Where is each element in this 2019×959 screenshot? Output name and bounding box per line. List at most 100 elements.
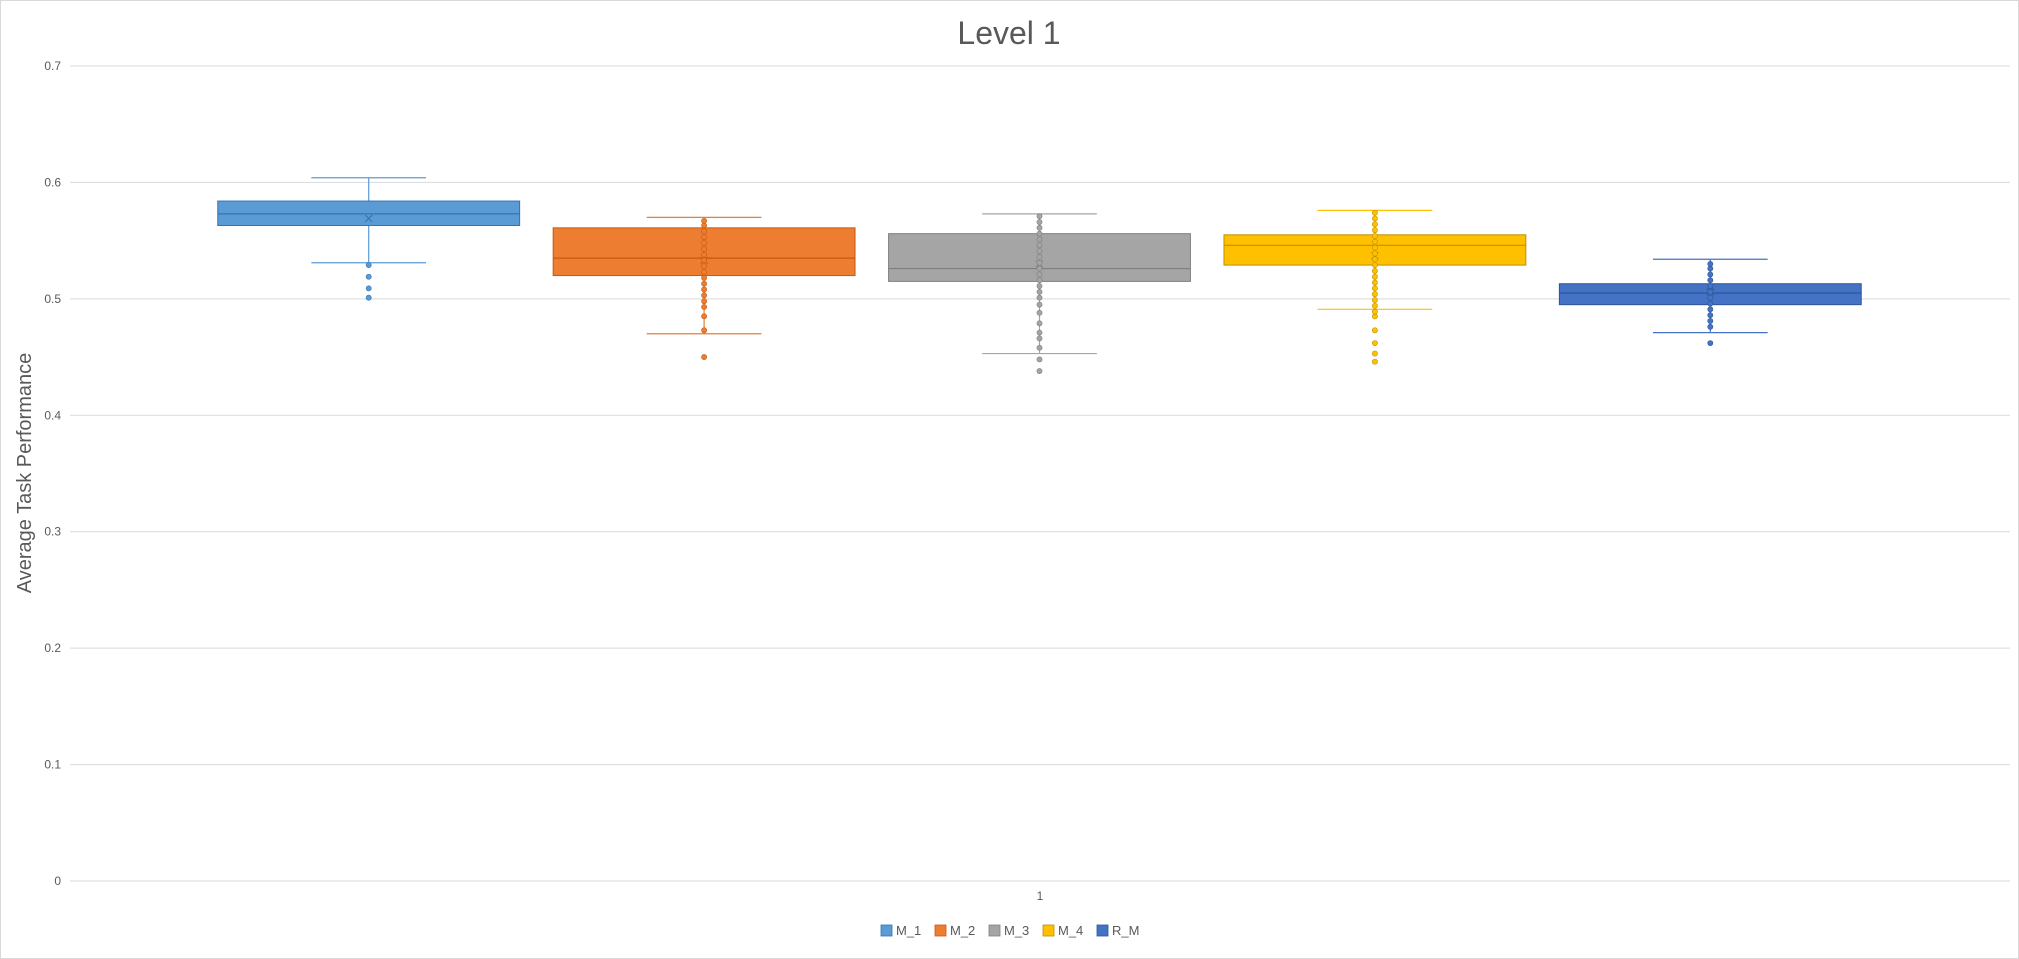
data-point: [1372, 297, 1378, 303]
box-m-2: [552, 216, 856, 360]
x-tick-label: 1: [1037, 889, 1044, 903]
data-point: [1036, 288, 1043, 295]
data-point: [1036, 254, 1043, 260]
legend-item-m-1: M_1: [880, 923, 921, 938]
legend-swatch: [988, 924, 1001, 937]
legend-item-r-m: R_M: [1096, 923, 1139, 938]
data-point: [1372, 227, 1378, 234]
legend-label: M_4: [1058, 923, 1083, 938]
data-point: [701, 274, 707, 281]
legend-item-m-2: M_2: [934, 923, 975, 938]
legend-swatch: [1096, 924, 1109, 937]
data-point: [701, 298, 707, 305]
y-tick-label: 0: [54, 874, 61, 888]
data-point: [1707, 277, 1714, 284]
data-point: [1372, 256, 1378, 263]
y-tick-label: 0.6: [44, 175, 61, 189]
data-point: [1372, 291, 1378, 298]
legend-swatch: [880, 924, 893, 937]
data-point: [701, 286, 707, 293]
data-point: [1036, 301, 1043, 308]
data-point: [1372, 340, 1378, 346]
legend: M_1 M_2 M_3 M_4 R_M: [880, 923, 1139, 938]
data-point: [1707, 323, 1714, 330]
data-point: [1036, 277, 1043, 284]
data-point: [1036, 213, 1043, 220]
y-tick-label: 0.1: [44, 758, 61, 772]
box-m-4: [1223, 209, 1527, 365]
legend-label: M_2: [950, 923, 975, 938]
legend-label: M_3: [1004, 923, 1029, 938]
data-point: [1036, 230, 1043, 237]
data-point: [701, 269, 707, 275]
data-point: [1036, 259, 1043, 266]
data-point: [1036, 368, 1043, 374]
data-point: [1372, 308, 1378, 315]
data-point: [1036, 320, 1043, 327]
data-point: [1036, 265, 1043, 272]
data-point: [1372, 209, 1378, 216]
data-point: [1707, 340, 1714, 346]
data-point: [1036, 271, 1043, 278]
data-point: [1372, 233, 1378, 239]
data-point: [1036, 224, 1043, 231]
data-point: [1036, 219, 1043, 225]
data-point: [1707, 294, 1714, 301]
data-point: [1372, 285, 1378, 292]
data-point: [1372, 238, 1378, 245]
data-point: [701, 263, 707, 270]
data-point: [1372, 215, 1378, 222]
data-point: [1707, 288, 1714, 295]
data-point: [701, 313, 707, 320]
data-point: [1036, 242, 1043, 249]
data-point: [701, 327, 707, 334]
data-point: [365, 262, 372, 268]
data-point: [1372, 262, 1378, 268]
data-point: [701, 245, 707, 252]
data-point: [1036, 236, 1043, 243]
data-point: [1372, 279, 1378, 286]
box-plot-layer: [217, 177, 1862, 374]
box-r-m: [1558, 258, 1862, 346]
data-point: [1707, 261, 1714, 267]
y-tick-label: 0.7: [44, 59, 61, 73]
y-tick-label: 0.5: [44, 292, 61, 306]
data-point: [365, 285, 372, 292]
data-point: [1372, 358, 1378, 365]
data-point: [1036, 294, 1043, 301]
legend-label: R_M: [1112, 923, 1139, 938]
data-point: [1372, 221, 1378, 228]
y-tick-label: 0.4: [44, 408, 61, 422]
data-point: [1036, 329, 1043, 336]
data-point: [1707, 318, 1714, 324]
data-point: [701, 240, 707, 246]
legend-item-m-3: M_3: [988, 923, 1029, 938]
data-point: [701, 251, 707, 258]
mean-marker: [364, 214, 373, 223]
data-point: [1372, 273, 1378, 280]
y-tick-label: 0.2: [44, 641, 61, 655]
data-point: [701, 280, 707, 287]
y-tick-labels: 0 0.1 0.2 0.3 0.4 0.5 0.6 0.7: [44, 59, 61, 888]
box-m-3: [888, 213, 1191, 374]
legend-swatch: [934, 924, 947, 937]
data-point: [701, 292, 707, 299]
data-point: [1036, 309, 1043, 316]
data-point: [1036, 283, 1043, 289]
chart-title: Level 1: [957, 15, 1060, 51]
data-point: [1707, 300, 1714, 307]
data-point: [701, 257, 707, 264]
data-point: [1372, 350, 1378, 357]
data-point: [701, 228, 707, 235]
grid-layer: [70, 65, 2010, 882]
data-point: [1707, 271, 1714, 278]
data-point: [1372, 250, 1378, 257]
y-tick-label: 0.3: [44, 525, 61, 539]
legend-label: M_1: [896, 923, 921, 938]
x-tick-labels: 1: [1037, 889, 1044, 903]
box-m-1: [217, 177, 521, 301]
data-point: [1036, 248, 1043, 255]
legend-swatch: [1042, 924, 1055, 937]
